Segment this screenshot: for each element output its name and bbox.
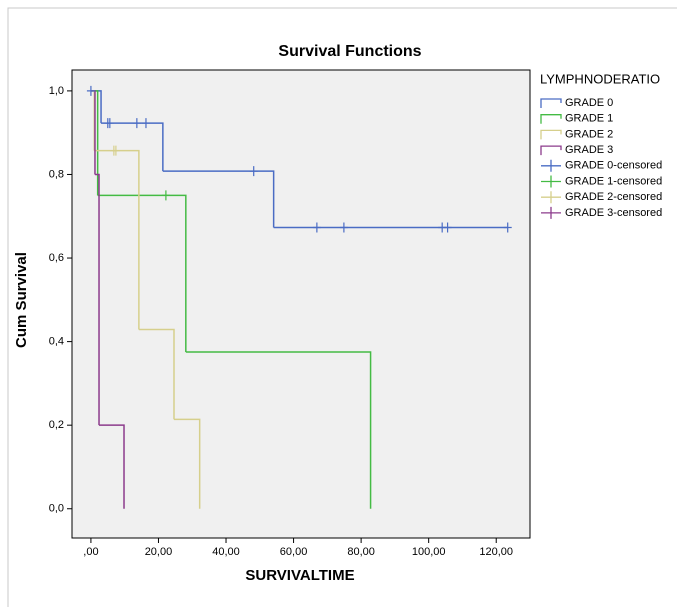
x-tick-label: 120,00 [479,546,513,558]
survival-step [94,173,100,426]
y-tick-label: 1,0 [49,85,64,97]
censor-mark [132,118,141,129]
y-tick-label: 0,0 [49,503,64,515]
chart-title: Survival Functions [278,43,421,60]
censor-mark [86,85,95,96]
legend-label: GRADE 3-censored [565,207,662,219]
legend-label: GRADE 1-censored [565,175,662,187]
legend-label: GRADE 0 [565,97,613,109]
x-tick-label: 40,00 [212,546,240,558]
survival-step [162,170,275,228]
legend-marker [540,129,562,140]
legend-title: LYMPHNODERATIO [540,71,660,86]
legend-marker [541,206,561,219]
survival-step [99,424,125,509]
legend-marker [540,114,562,124]
y-axis-label: Cum Survival [13,252,30,348]
y-tick-label: 0,4 [49,336,64,348]
x-tick-label: ,00 [83,546,98,558]
legend-label: GRADE 3 [565,144,613,156]
x-tick-label: 60,00 [280,546,308,558]
y-tick-label: 0,8 [49,168,64,180]
x-tick-label: 100,00 [412,546,446,558]
censor-mark [249,166,258,177]
censor-mark [111,145,120,156]
censor-mark [339,222,348,233]
legend-marker [541,191,561,204]
survival-step [101,122,164,172]
censor-mark [503,222,512,233]
y-tick-label: 0,2 [49,419,64,431]
legend-marker [540,145,562,156]
plot-area [71,69,531,539]
x-tick-label: 80,00 [347,546,375,558]
survival-step [174,418,201,509]
legend-label: GRADE 1 [565,113,613,125]
censor-mark [443,222,452,233]
legend-label: GRADE 0-censored [565,160,662,172]
legend-marker [540,98,562,108]
censor-mark [312,222,321,233]
survival-step [185,351,372,509]
survival-step [97,194,187,353]
censor-mark [105,118,114,129]
censor-mark [161,190,170,201]
legend-label: GRADE 2-censored [565,191,662,203]
y-tick-label: 0,6 [49,252,64,264]
x-tick-label: 20,00 [145,546,173,558]
censor-mark [141,118,150,129]
x-axis-label: SURVIVALTIME [245,567,354,584]
survival-step [94,149,140,330]
survival-step [138,328,175,420]
legend-marker [541,159,561,172]
legend-marker [541,175,561,188]
legend-label: GRADE 2 [565,128,613,140]
